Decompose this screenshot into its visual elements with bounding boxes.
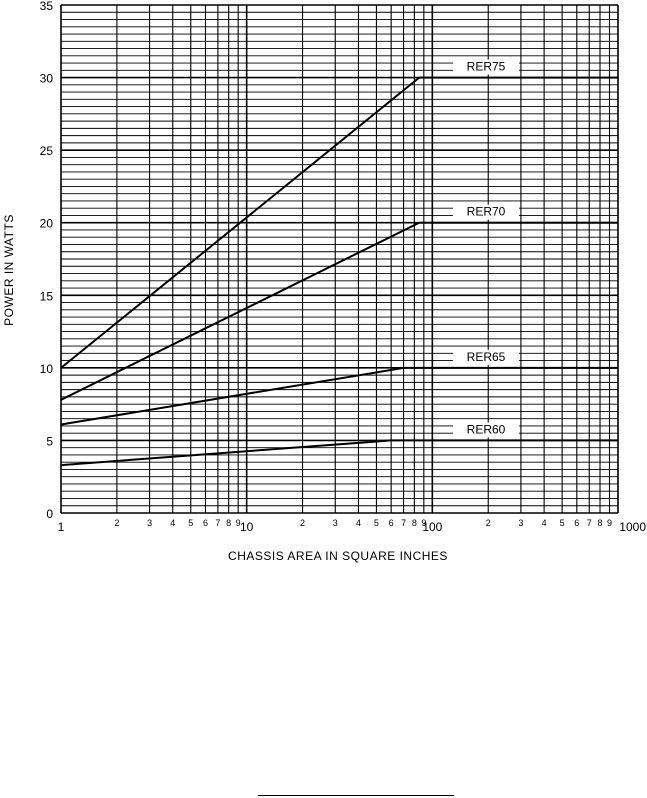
- x-axis-title: CHASSIS AREA IN SQUARE INCHES: [228, 549, 448, 563]
- x-tick-label: 1: [58, 520, 65, 534]
- y-axis-title: POWER IN WATTS: [2, 214, 16, 326]
- series-label-bg-rer60: [453, 422, 519, 438]
- x-tick-label: 5: [560, 518, 565, 528]
- series-label-bg-rer75: [453, 59, 519, 75]
- x-tick-label: 100: [422, 520, 442, 534]
- y-tick-label: 10: [40, 362, 54, 376]
- x-tick-label: 4: [542, 518, 547, 528]
- x-tick-label: 4: [170, 518, 175, 528]
- y-tick-label: 25: [40, 144, 54, 158]
- x-tick-label: 2: [114, 518, 119, 528]
- chart-series-lines: [60, 76, 618, 467]
- x-tick-label: 10: [240, 520, 254, 534]
- x-tick-label: 4: [356, 518, 361, 528]
- x-tick-label: 9: [236, 518, 241, 528]
- series-line-rer75: [60, 76, 618, 369]
- series-line-rer70: [60, 221, 618, 401]
- x-tick-label: 3: [333, 518, 338, 528]
- x-tick-label: 7: [401, 518, 406, 528]
- x-tick-label: 7: [587, 518, 592, 528]
- x-tick-label: 7: [215, 518, 220, 528]
- x-tick-label: 9: [421, 518, 426, 528]
- y-tick-label: 0: [46, 507, 53, 521]
- x-tick-label: 8: [412, 518, 417, 528]
- series-label-bg-rer65: [453, 349, 519, 365]
- x-tick-label: 1000: [619, 520, 646, 534]
- series-line-rer60: [60, 439, 618, 467]
- x-tick-label: 2: [300, 518, 305, 528]
- chart-series-labels: RER75 RER70 RER65 RER60: [453, 60, 519, 438]
- x-tick-label: 5: [374, 518, 379, 528]
- x-tick-label: 6: [574, 518, 579, 528]
- footer-rule: [258, 795, 454, 796]
- y-tick-label: 35: [40, 0, 54, 13]
- y-tick-label: 20: [40, 217, 54, 231]
- series-label-rer60: RER60: [467, 422, 506, 436]
- x-tick-label: 8: [597, 518, 602, 528]
- x-tick-label: 2: [486, 518, 491, 528]
- series-label-rer75: RER75: [467, 60, 506, 74]
- series-line-rer65: [60, 366, 618, 426]
- x-tick-label: 6: [203, 518, 208, 528]
- x-tick-label: 9: [607, 518, 612, 528]
- x-tick-label: 5: [188, 518, 193, 528]
- y-tick-label: 15: [40, 289, 54, 303]
- series-label-rer70: RER70: [467, 205, 506, 219]
- series-label-rer65: RER65: [467, 350, 506, 364]
- chart-grid: [60, 4, 619, 514]
- x-tick-label: 6: [389, 518, 394, 528]
- series-label-bg-rer70: [453, 204, 519, 220]
- x-tick-label: 3: [147, 518, 152, 528]
- x-tick-label: 3: [518, 518, 523, 528]
- x-tick-label: 8: [226, 518, 231, 528]
- y-tick-label: 30: [40, 72, 54, 86]
- y-tick-label: 5: [46, 434, 53, 448]
